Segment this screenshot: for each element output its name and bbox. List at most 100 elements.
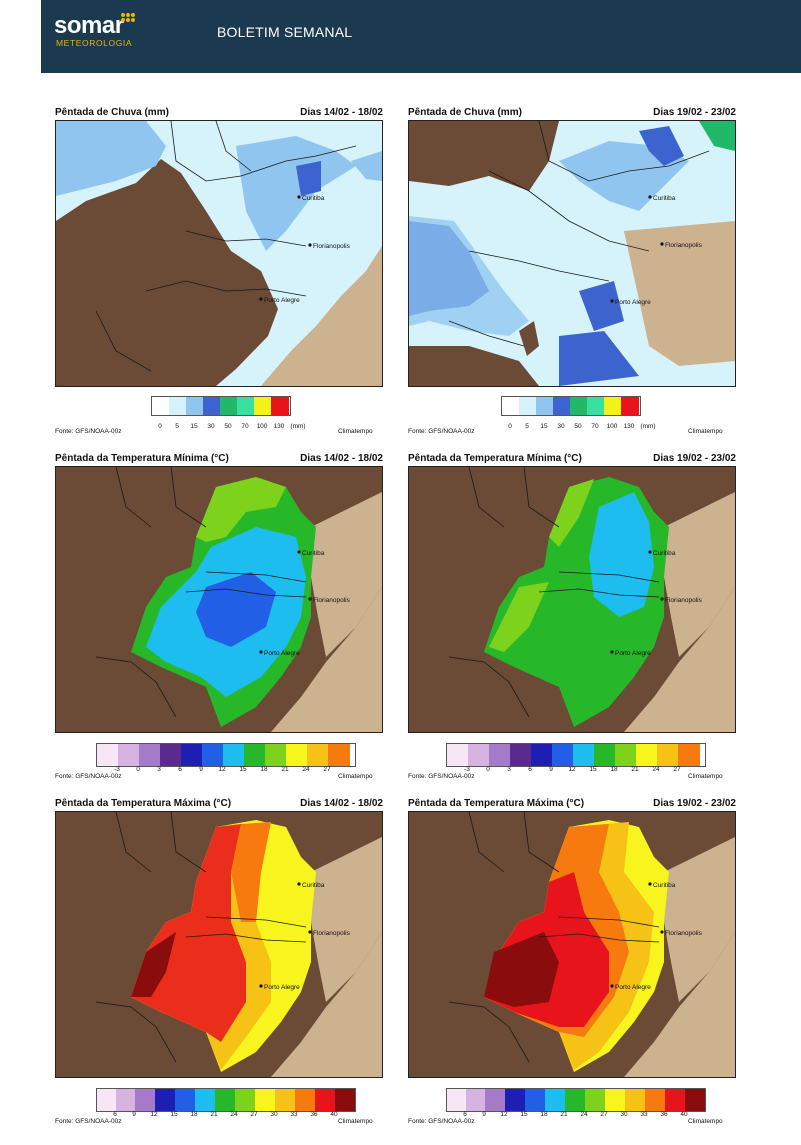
tick-label: 130 xyxy=(273,423,285,430)
tick-label: 100 xyxy=(256,423,268,430)
tick-label: 24 xyxy=(302,766,310,773)
tick-label: 9 xyxy=(482,1111,486,1118)
rain-panel-2: Pêntada de Chuva (mm) Dias 19/02 - 23/02 xyxy=(408,107,736,437)
tick-label: 130 xyxy=(623,423,635,430)
credit-label: Climatempo xyxy=(338,773,373,780)
tick-label: 12 xyxy=(500,1111,508,1118)
city-label: Porto Alegre xyxy=(615,650,651,657)
tick-label: 15 xyxy=(190,423,198,430)
tmin-legend-bar xyxy=(96,743,356,767)
credit-label: Climatempo xyxy=(688,428,723,435)
tick-label: 9 xyxy=(132,1111,136,1118)
tick-label: 12 xyxy=(218,766,226,773)
logo-wordmark: somar xyxy=(54,12,124,39)
tick-label: 40 xyxy=(680,1111,688,1118)
panel-title: Pêntada de Chuva (mm) xyxy=(408,107,522,118)
rain-map-1: Curitiba Florianopolis Porto Alegre xyxy=(55,120,383,387)
tick-label: 9 xyxy=(199,766,203,773)
tick-label: 15 xyxy=(589,766,597,773)
tick-label: 70 xyxy=(241,423,249,430)
panel-date: Dias 14/02 - 18/02 xyxy=(300,798,383,809)
credit-label: Climatempo xyxy=(338,1118,373,1125)
tick-label: 27 xyxy=(250,1111,258,1118)
source-label: Fonte: GFS/NOAA-00z xyxy=(55,773,122,780)
credit-label: Climatempo xyxy=(338,428,373,435)
city-label: Curitiba xyxy=(653,550,676,557)
tick-label: 24 xyxy=(230,1111,238,1118)
city-label: Curitiba xyxy=(302,550,325,557)
city-label: Porto Alegre xyxy=(615,984,651,991)
tick-label: 6 xyxy=(463,1111,467,1118)
tick-label: 6 xyxy=(178,766,182,773)
rain-map-2-graphic: Curitiba Florianopolis Porto Alegre xyxy=(409,121,735,386)
tick-label: 15 xyxy=(239,766,247,773)
tmin-map-2: Curitiba Florianopolis Porto Alegre xyxy=(408,466,736,733)
tick-label: 36 xyxy=(660,1111,668,1118)
tick-unit: (mm) xyxy=(640,423,656,430)
tmax-map-2: Curitiba Florianopolis Porto Alegre xyxy=(408,811,736,1078)
rain-legend-bar xyxy=(151,396,291,416)
tick-label: 21 xyxy=(560,1111,568,1118)
city-label: Curitiba xyxy=(653,882,676,889)
tick-label: 33 xyxy=(290,1111,298,1118)
rain-map-2: Curitiba Florianopolis Porto Alegre xyxy=(408,120,736,387)
panel-title: Pêntada da Temperatura Mínima (°C) xyxy=(55,453,229,464)
tick-label: 15 xyxy=(520,1111,528,1118)
tmin-map-2-graphic: Curitiba Florianopolis Porto Alegre xyxy=(409,467,735,732)
logo-subtitle: METEOROLOGIA xyxy=(56,38,133,48)
city-label: Florianopolis xyxy=(313,597,351,604)
tick-label: 30 xyxy=(270,1111,278,1118)
tmax-legend-ticks: 6 9 12 15 18 21 24 27 30 33 36 40 xyxy=(96,1111,356,1120)
source-label: Fonte: GFS/NOAA-00z xyxy=(408,773,475,780)
city-label: Porto Alegre xyxy=(264,650,300,657)
panel-title: Pêntada de Chuva (mm) xyxy=(55,107,169,118)
tick-label: -3 xyxy=(464,766,470,773)
tick-label: 6 xyxy=(113,1111,117,1118)
rain-panel-1: Pêntada de Chuva (mm) Dias 14/02 - 18/02… xyxy=(55,107,383,437)
tick-label: 50 xyxy=(574,423,582,430)
city-label: Curitiba xyxy=(302,195,325,202)
city-label: Florianopolis xyxy=(313,930,351,937)
tick-label: 30 xyxy=(207,423,215,430)
credit-label: Climatempo xyxy=(688,1118,723,1125)
panel-title: Pêntada da Temperatura Máxima (°C) xyxy=(55,798,232,809)
tmin-panel-2: Pêntada da Temperatura Mínima (°C) Dias … xyxy=(408,453,736,783)
panel-date: Dias 19/02 - 23/02 xyxy=(653,798,736,809)
tmax-map-1: Curitiba Florianopolis Porto Alegre xyxy=(55,811,383,1078)
tmin-map-1: Curitiba Florianopolis Porto Alegre xyxy=(55,466,383,733)
tmin-panel-1: Pêntada da Temperatura Mínima (°C) Dias … xyxy=(55,453,383,783)
tick-label: 0 xyxy=(508,423,512,430)
tick-label: 30 xyxy=(620,1111,628,1118)
tmax-legend-bar xyxy=(446,1088,706,1112)
tick-label: 70 xyxy=(591,423,599,430)
tick-label: 27 xyxy=(600,1111,608,1118)
bulletin-title: BOLETIM SEMANAL xyxy=(217,24,353,40)
tick-label: 40 xyxy=(330,1111,338,1118)
city-label: Porto Alegre xyxy=(264,297,300,304)
city-label: Florianopolis xyxy=(665,242,703,249)
tick-label: 5 xyxy=(525,423,529,430)
rain-legend-ticks: 0 5 15 30 50 70 100 130 (mm) xyxy=(151,423,311,432)
tick-label: 24 xyxy=(580,1111,588,1118)
tick-unit: (mm) xyxy=(290,423,306,430)
panel-date: Dias 19/02 - 23/02 xyxy=(653,453,736,464)
tick-label: 3 xyxy=(507,766,511,773)
tick-label: 6 xyxy=(528,766,532,773)
rain-legend-ticks: 0 5 15 30 50 70 100 130 (mm) xyxy=(501,423,661,432)
panel-title: Pêntada da Temperatura Mínima (°C) xyxy=(408,453,582,464)
tick-label: 9 xyxy=(549,766,553,773)
panel-date: Dias 14/02 - 18/02 xyxy=(300,453,383,464)
rain-map-1-graphic: Curitiba Florianopolis Porto Alegre xyxy=(56,121,382,386)
tick-label: 3 xyxy=(157,766,161,773)
city-label: Curitiba xyxy=(653,195,676,202)
tick-label: 18 xyxy=(190,1111,198,1118)
city-label: Curitiba xyxy=(302,882,325,889)
tick-label: 36 xyxy=(310,1111,318,1118)
tick-label: 18 xyxy=(610,766,618,773)
tick-label: 0 xyxy=(158,423,162,430)
city-label: Florianopolis xyxy=(665,597,703,604)
tick-label: 18 xyxy=(260,766,268,773)
tmax-map-2-graphic: Curitiba Florianopolis Porto Alegre xyxy=(409,812,735,1077)
somar-logo: somar METEOROLOGIA xyxy=(54,12,154,52)
tick-label: 27 xyxy=(673,766,681,773)
